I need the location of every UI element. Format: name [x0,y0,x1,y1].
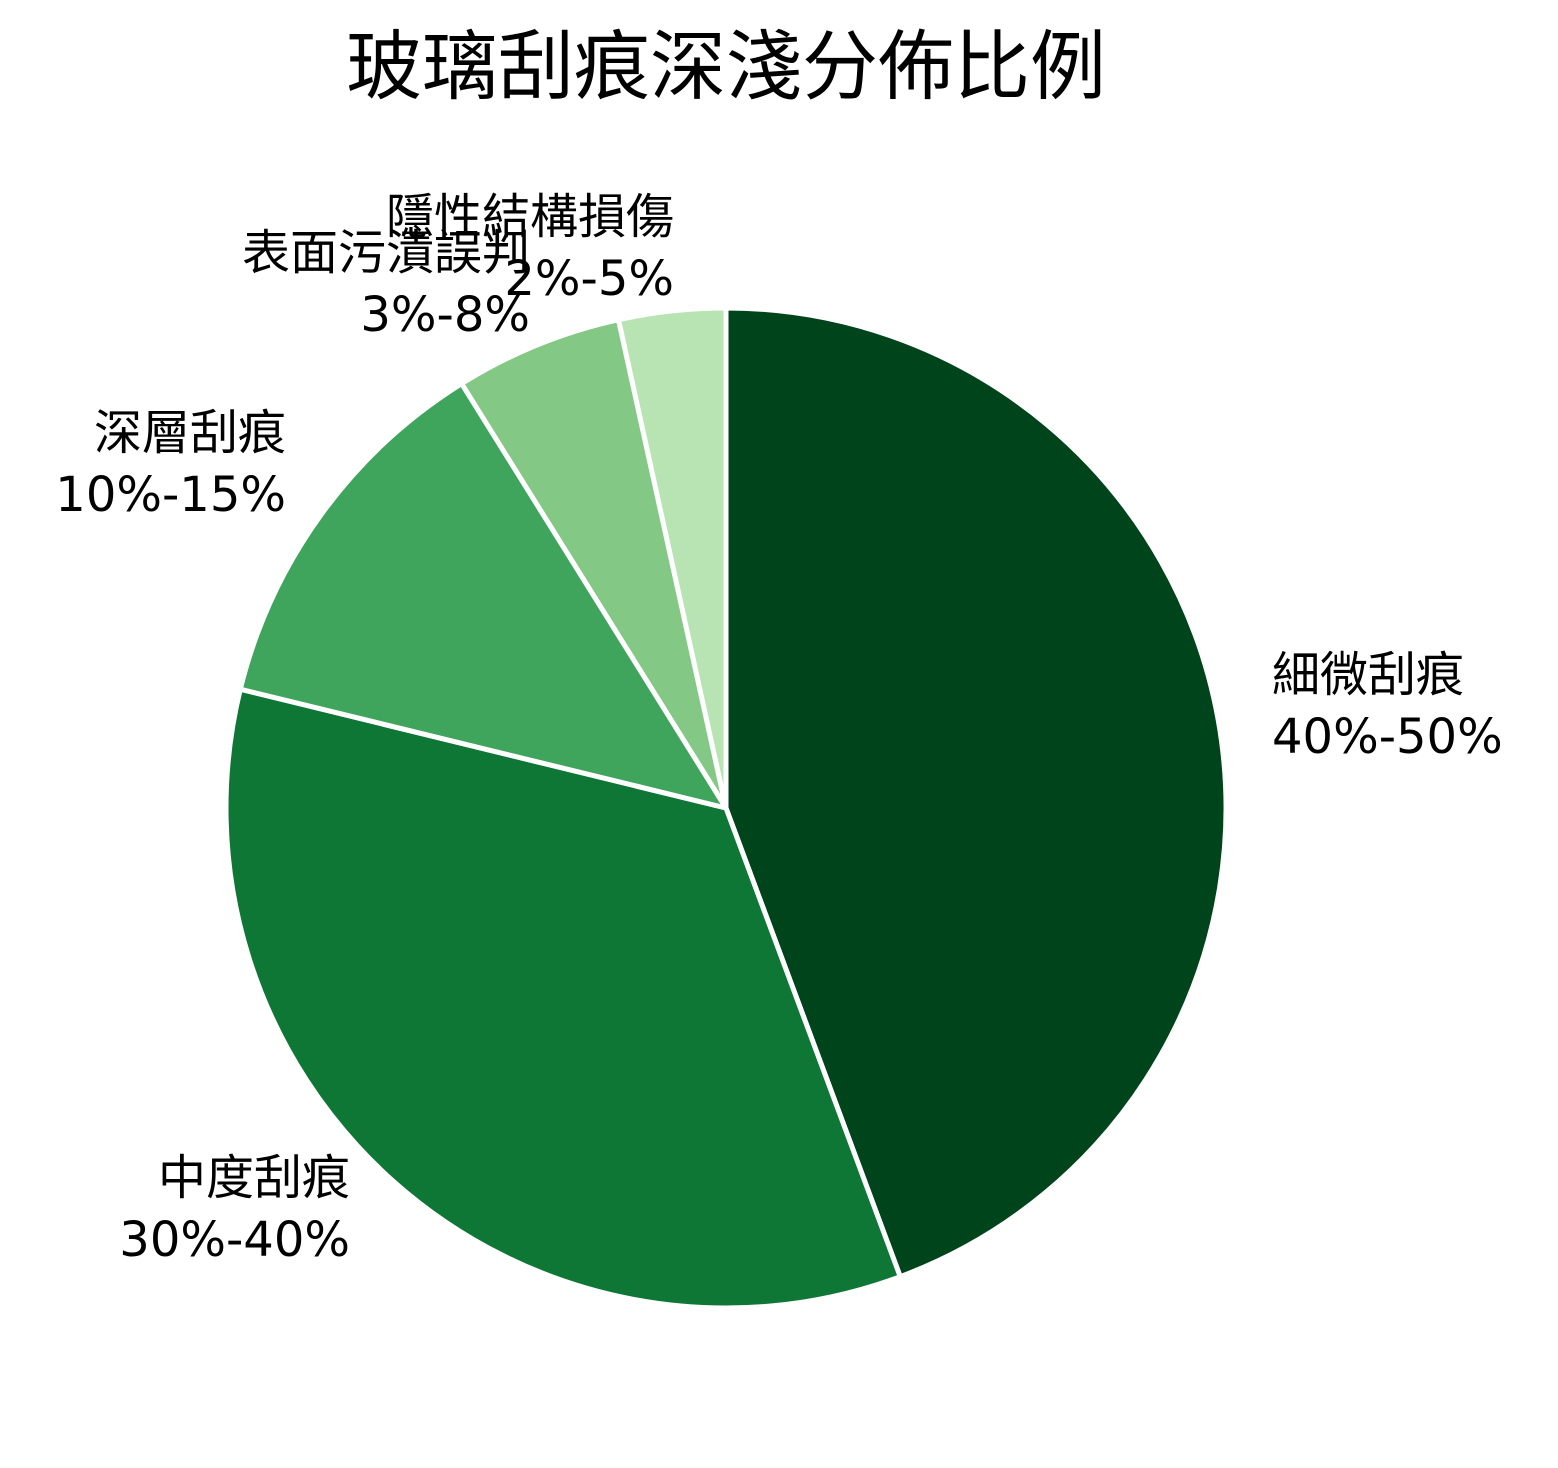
slice-label-name: 細微刮痕 [1272,647,1465,703]
slice-label-name: 表面污漬誤判 [241,225,530,281]
slice-label-range: 40%-50% [1272,709,1503,765]
slice-label-range: 30%-40% [119,1212,350,1268]
pie-slice [237,381,729,811]
slice-label-hidden-structural-damage: 隱性結構損傷 2%-5% [386,186,674,310]
pie-slice [616,305,729,811]
slice-label-name: 中度刮痕 [157,1150,350,1206]
slice-label-range: 3%-8% [360,287,530,343]
slice-label-name: 隱性結構損傷 [385,189,674,245]
chart-title: 玻璃刮痕深淺分佈比例 [346,22,1106,111]
slice-label-deep-scratch: 深層刮痕 10%-15% [55,402,286,526]
slice-label-moderate-scratch: 中度刮痕 30%-40% [119,1147,350,1271]
slice-label-surface-stain-misjudged: 表面污漬誤判 3%-8% [242,222,530,346]
slice-label-range: 10%-15% [55,467,286,523]
pie-slice [723,305,1229,1280]
slice-label-name: 深層刮痕 [93,405,286,461]
slice-label-range: 2%-5% [504,251,674,307]
slice-label-fine-scratch: 細微刮痕 40%-50% [1272,644,1503,768]
pie-slice [459,317,729,811]
pie-slice [223,686,903,1311]
